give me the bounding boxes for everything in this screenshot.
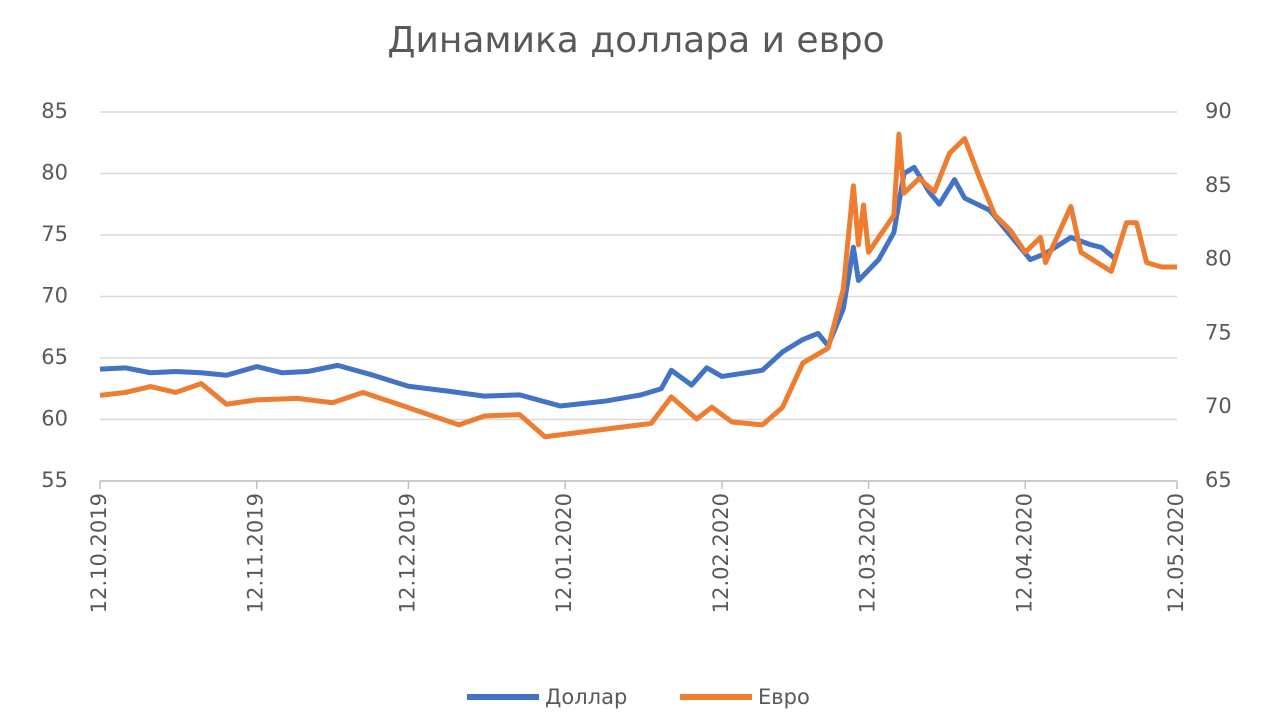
x-tick-label: 12.10.2019 (87, 493, 111, 613)
x-tick-label: 12.02.2020 (709, 493, 733, 613)
y2-tick-label: 80 (1205, 247, 1232, 271)
y-tick-label: 65 (41, 345, 68, 369)
x-tick-label: 12.04.2020 (1012, 493, 1036, 613)
line-series (99, 164, 1118, 409)
y-tick-label: 60 (41, 407, 68, 431)
legend-label: Доллар (545, 685, 627, 709)
x-tick-label: 12.03.2020 (856, 493, 880, 613)
legend-label: Евро (758, 685, 810, 709)
y-tick-label: 75 (41, 222, 68, 246)
y2-tick-label: 90 (1205, 99, 1232, 123)
x-tick-label: 12.12.2019 (395, 493, 419, 613)
y2-tick-label: 75 (1205, 320, 1232, 344)
y2-tick-label: 65 (1205, 468, 1232, 492)
x-tick-label: 12.11.2019 (244, 493, 268, 613)
y2-tick-label: 70 (1205, 394, 1232, 418)
y-tick-label: 80 (41, 161, 68, 185)
x-tick-label: 12.01.2020 (552, 493, 576, 613)
y2-tick-label: 85 (1205, 173, 1232, 197)
chart-title: Динамика доллара и евро (387, 20, 884, 61)
line-series (99, 131, 1177, 440)
y-tick-label: 70 (41, 284, 68, 308)
y-tick-label: 85 (41, 99, 68, 123)
x-tick-label: 12.05.2020 (1164, 493, 1188, 613)
y-tick-label: 55 (41, 468, 68, 492)
